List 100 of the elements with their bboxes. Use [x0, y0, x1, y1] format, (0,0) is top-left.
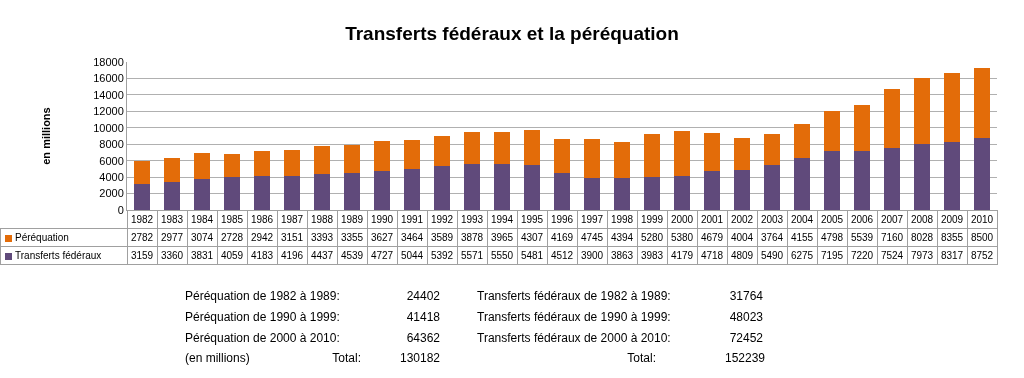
data-label: 4512 [547, 246, 577, 265]
y-tick-label: 16000 [93, 72, 124, 85]
text: Total: [627, 351, 656, 365]
bar [193, 153, 211, 179]
data-label: 2977 [157, 228, 187, 247]
data-label: 3589 [427, 228, 457, 247]
bar [223, 154, 241, 177]
data-label: 3900 [577, 246, 607, 265]
bar [643, 177, 661, 210]
text: 130182 [399, 351, 440, 365]
y-tick-label: 10000 [93, 121, 124, 134]
x-tick-label: 1982 [127, 210, 157, 229]
bar [553, 172, 571, 210]
data-label: 4179 [667, 246, 697, 265]
bar [313, 173, 331, 210]
x-tick-label: 1987 [277, 210, 307, 229]
text: Péréquation de 1990 à 1999: [185, 310, 340, 324]
chart-title: Transferts fédéraux et la péréquation [345, 22, 679, 44]
bar [673, 131, 691, 176]
bar [643, 133, 661, 178]
bar [943, 72, 961, 142]
bar [283, 175, 301, 210]
y-axis-title: en millions [39, 107, 52, 165]
data-label: 3355 [337, 228, 367, 247]
x-tick-label: 2009 [937, 210, 967, 229]
x-tick-label: 1999 [637, 210, 667, 229]
x-tick-label: 2007 [877, 210, 907, 229]
data-label: 5044 [397, 246, 427, 265]
bar [763, 164, 781, 210]
y-tick-label: 14000 [93, 88, 124, 101]
data-label: 5550 [487, 246, 517, 265]
data-label: 3965 [487, 228, 517, 247]
data-label: 7973 [907, 246, 937, 265]
data-label: 2942 [247, 228, 277, 247]
text: Transferts fédéraux de 1990 à 1999: [477, 310, 671, 324]
data-label: 4679 [697, 228, 727, 247]
bar [583, 138, 601, 178]
data-label: 5539 [847, 228, 877, 247]
data-label: 5380 [667, 228, 697, 247]
x-tick-label: 2004 [787, 210, 817, 229]
y-tick-label: 4000 [99, 170, 124, 183]
data-label: 4169 [547, 228, 577, 247]
data-label: 3393 [307, 228, 337, 247]
bar [373, 171, 391, 210]
x-tick-label: 1994 [487, 210, 517, 229]
bar [403, 140, 421, 169]
text: 31764 [729, 289, 763, 303]
bar [523, 129, 541, 165]
bar [853, 150, 871, 210]
bar [313, 145, 331, 174]
bar [913, 144, 931, 210]
data-label: 4727 [367, 246, 397, 265]
bar [403, 168, 421, 210]
bar [493, 164, 511, 210]
y-tick-label: 0 [117, 203, 124, 216]
bar [883, 148, 901, 210]
bar [463, 164, 481, 210]
data-label: 7195 [817, 246, 847, 265]
text: 48023 [729, 310, 763, 324]
bar [733, 137, 751, 171]
bar [793, 158, 811, 210]
bar [703, 171, 721, 210]
data-label: 4394 [607, 228, 637, 247]
data-label: 6275 [787, 246, 817, 265]
bar [343, 172, 361, 210]
data-label: 4809 [727, 246, 757, 265]
bar [223, 176, 241, 210]
x-tick-label: 2008 [907, 210, 937, 229]
bar [253, 151, 271, 176]
bar [703, 132, 721, 172]
data-label: 5280 [637, 228, 667, 247]
data-label: 3878 [457, 228, 487, 247]
x-tick-label: 1988 [307, 210, 337, 229]
bar [823, 111, 841, 151]
data-label: 8752 [967, 246, 997, 265]
x-tick-label: 1995 [517, 210, 547, 229]
y-tick-label: 8000 [99, 138, 124, 151]
bar [133, 184, 151, 210]
x-tick-label: 1992 [427, 210, 457, 229]
text: Total: [332, 351, 361, 365]
x-tick-label: 1983 [157, 210, 187, 229]
bar [433, 165, 451, 210]
text: 152239 [724, 351, 765, 365]
bar [853, 105, 871, 151]
x-tick-label: 1996 [547, 210, 577, 229]
bar [163, 157, 181, 183]
data-label: 7220 [847, 246, 877, 265]
x-tick-label: 1991 [397, 210, 427, 229]
data-label: 3151 [277, 228, 307, 247]
data-label: 5490 [757, 246, 787, 265]
data-label: 3159 [127, 246, 157, 265]
x-tick-label: 1989 [337, 210, 367, 229]
text: Transferts fédéraux de 1982 à 1989: [477, 289, 671, 303]
x-tick-label: 2001 [697, 210, 727, 229]
bar [913, 78, 931, 145]
bar [883, 89, 901, 149]
bar [133, 161, 151, 185]
legend-label: Transferts fédéraux [0, 246, 127, 265]
data-label: 3074 [187, 228, 217, 247]
data-label: 8500 [967, 228, 997, 247]
